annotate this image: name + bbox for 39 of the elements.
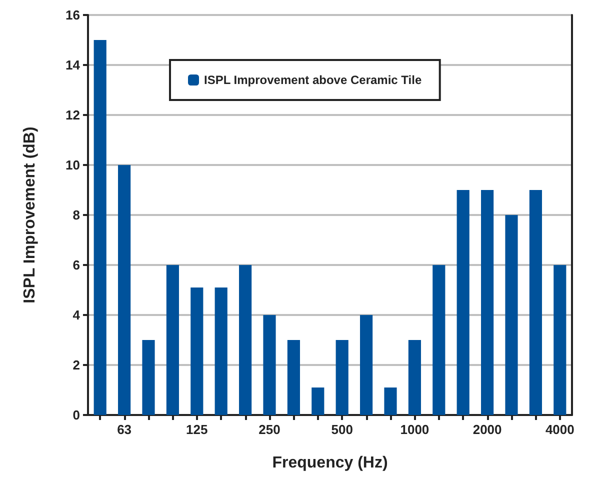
bar (239, 265, 252, 415)
x-axis-title: Frequency (Hz) (272, 454, 388, 472)
y-tick-label: 8 (72, 208, 80, 222)
bar (360, 315, 373, 415)
y-tick-label: 4 (72, 308, 81, 322)
bar (118, 165, 131, 415)
bar (408, 340, 421, 415)
x-tick-label: 500 (331, 422, 353, 437)
y-tick-label: 12 (66, 108, 80, 122)
bar (94, 40, 106, 415)
bar (287, 340, 300, 415)
y-tick-label: 14 (66, 58, 81, 72)
bar (481, 190, 494, 415)
bar (312, 388, 324, 415)
bar (336, 340, 348, 415)
y-tick-label: 16 (66, 8, 80, 22)
x-tick-label: 250 (258, 422, 280, 437)
y-tick-label: 0 (72, 408, 80, 422)
bar (384, 388, 397, 415)
x-tick-label: 1000 (400, 422, 430, 437)
x-tick-label: 4000 (545, 422, 574, 437)
bar (554, 265, 566, 415)
bar (142, 340, 155, 415)
bar (166, 265, 179, 415)
x-tick-label: 125 (186, 422, 208, 437)
bar (505, 215, 518, 415)
bar (190, 288, 204, 415)
bar (456, 190, 470, 415)
bar (529, 190, 542, 415)
y-tick-label: 10 (66, 158, 80, 172)
bar (432, 265, 446, 415)
y-axis-title: ISPL Improvement (dB) (22, 126, 38, 304)
y-tick-label: 2 (72, 358, 80, 372)
x-tick-label: 2000 (472, 422, 502, 437)
bar (263, 315, 276, 415)
x-tick-label: 63 (117, 422, 132, 437)
y-tick-label: 6 (72, 258, 80, 272)
bar (214, 288, 228, 415)
legend-label: ISPL Improvement above Ceramic Tile (204, 73, 422, 87)
